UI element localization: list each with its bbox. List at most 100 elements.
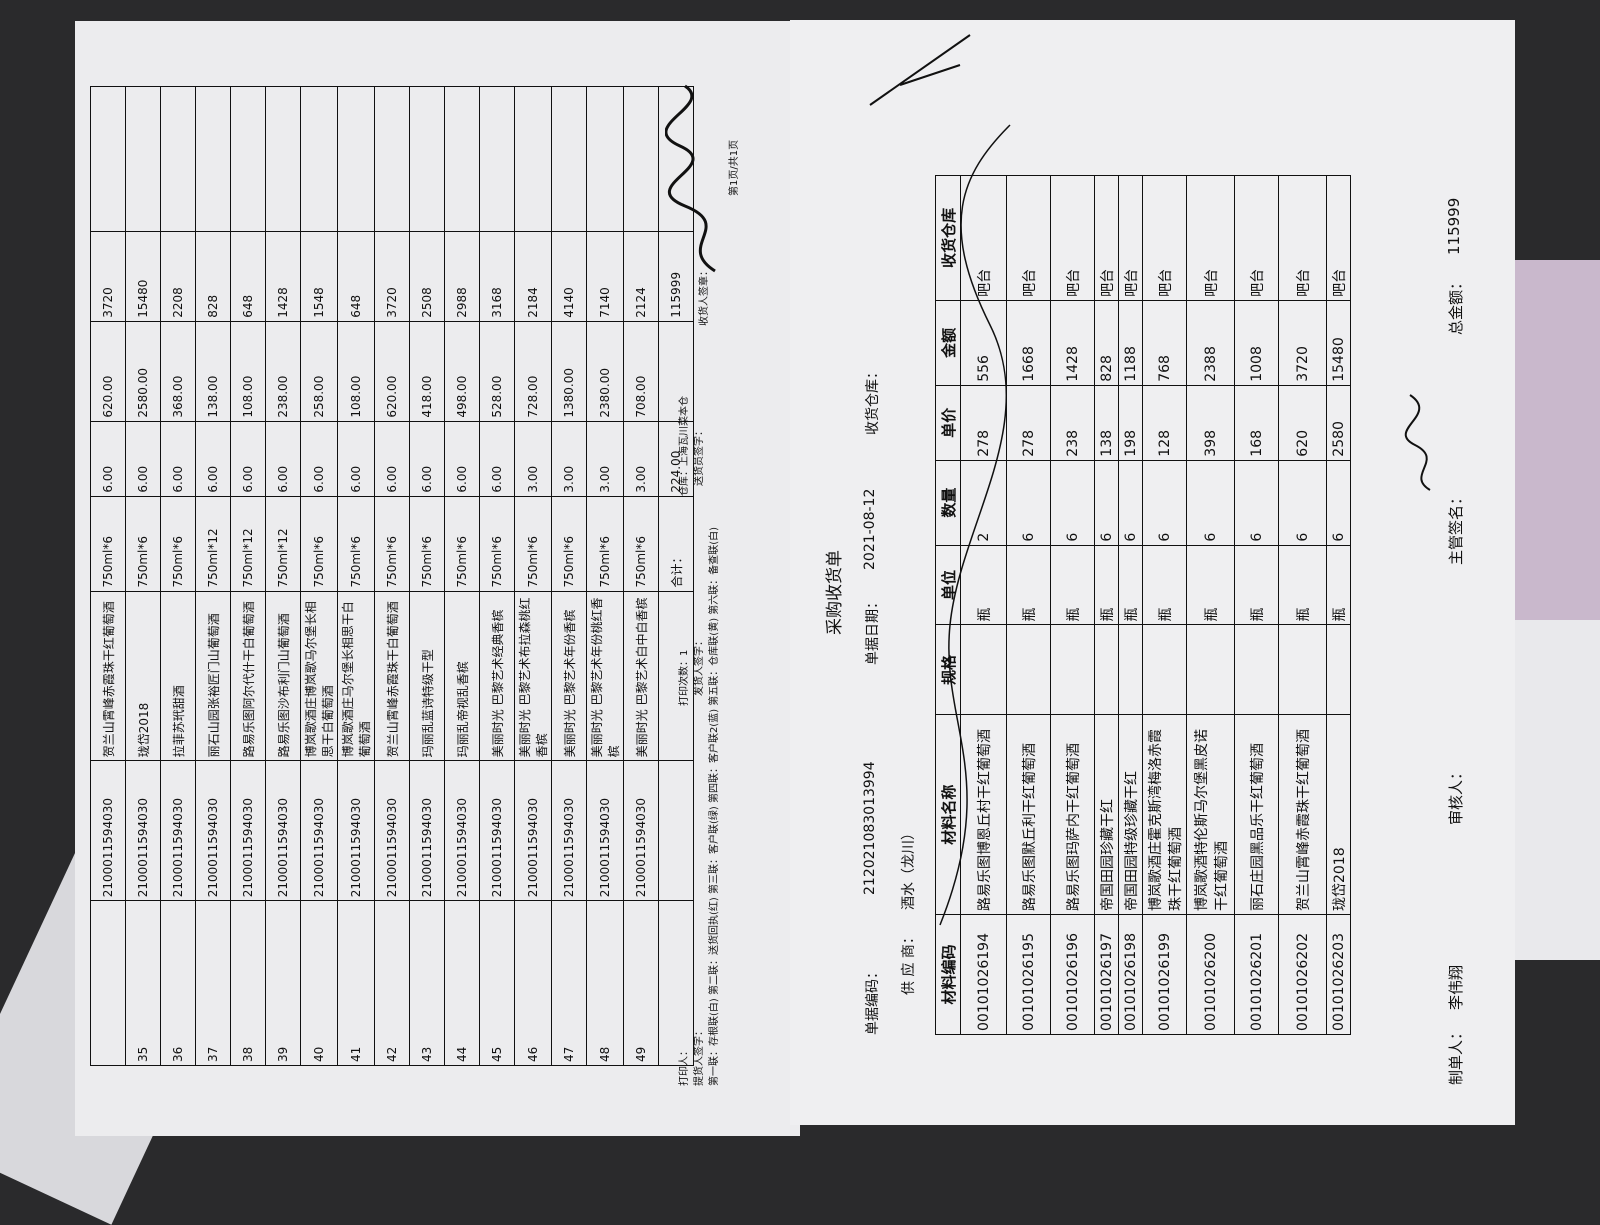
- item-price: 138.00: [195, 321, 231, 422]
- receipt-cell: 帝国田园珍藏干红: [1094, 714, 1119, 915]
- item-name: 丽石山园张裕匠门山葡萄酒: [195, 591, 231, 761]
- item-qty: 6.00: [337, 421, 375, 497]
- item-price: 620.00: [374, 321, 410, 422]
- item-qty: 3.00: [551, 421, 587, 497]
- blank-cell: [125, 86, 161, 232]
- item-price: 2580.00: [125, 321, 161, 422]
- item-amount: 1428: [265, 231, 301, 322]
- receipt-cell: 3720: [1278, 300, 1327, 386]
- printer-label: 打印人：: [679, 1046, 690, 1086]
- receipt-cell: 吧台: [1118, 175, 1143, 301]
- row-number: [90, 900, 126, 1066]
- item-amount: 2988: [444, 231, 480, 322]
- item-qty: 6.00: [300, 421, 338, 497]
- receipt-cell: 瓶: [1050, 545, 1095, 625]
- receipt-cell: 丽石庄园黑品乐干红葡萄酒: [1234, 714, 1279, 915]
- item-code: 2100011594030: [409, 760, 445, 901]
- receipt-cell: 128: [1142, 385, 1187, 461]
- item-amount: 3720: [374, 231, 410, 322]
- receipt-cell: 6: [1234, 460, 1279, 546]
- delivery-row: 42 2100011594030 贺兰山霄峰赤霞珠干白葡萄酒 750ml*6 6.00 6…: [374, 86, 410, 1066]
- item-qty: 6.00: [265, 421, 301, 497]
- item-name: 美丽时光 巴黎艺术年份桃红香槟: [586, 591, 624, 761]
- receipt-cell: [1234, 624, 1279, 715]
- delivery-row: 47 2100011594030 美丽时光 巴黎艺术年份香槟 750ml*6 3.00 1…: [551, 86, 587, 1066]
- item-code: 2100011594030: [90, 760, 126, 901]
- item-name: 路易乐图沙布利门山葡萄酒: [265, 591, 301, 761]
- receipt-cell: 168: [1234, 385, 1279, 461]
- receipt-cell: 1008: [1234, 300, 1279, 386]
- item-price: 620.00: [90, 321, 126, 422]
- item-name: 珑岱2018: [125, 591, 161, 761]
- blank-cell: [623, 86, 659, 232]
- delivery-table: 2100011594030 贺兰山霄峰赤霞珠干红葡萄酒 750ml*6 6.00 620…: [90, 86, 694, 1066]
- item-qty: 6.00: [409, 421, 445, 497]
- item-price: 368.00: [160, 321, 196, 422]
- receipt-cell: 博岚歌酒庄霍克斯湾梅洛赤霞珠干红葡萄酒: [1142, 714, 1187, 915]
- delivery-row: 44 2100011594030 玛丽乱帝视乱香槟 750ml*6 6.00 498.00…: [444, 86, 480, 1066]
- item-spec: 750ml*6: [337, 496, 375, 592]
- receipt-cell: 00101026200: [1186, 914, 1235, 1035]
- total-label: 总金额：: [1447, 274, 1465, 335]
- row-number: 37: [195, 900, 231, 1066]
- item-code: 2100011594030: [623, 760, 659, 901]
- blank-cell: [479, 86, 515, 232]
- receipt-cell: [1142, 624, 1187, 715]
- receipt-cell: [1050, 624, 1095, 715]
- receipt-cell: 00101026197: [1094, 914, 1119, 1035]
- item-amount: 3720: [90, 231, 126, 322]
- receipt-row: 00101026198 帝国田园特级珍藏干红 瓶 6 198 1188 吧台: [1118, 175, 1143, 1035]
- maker-label: 制单人：: [1447, 1024, 1465, 1085]
- receipt-row: 00101026203 珑岱2018 瓶 6 2580 15480 吧台: [1326, 175, 1351, 1035]
- item-name: 美丽时光 巴黎艺术年份香槟: [551, 591, 587, 761]
- delivery-row: 45 2100011594030 美丽时光 巴黎艺术经典香槟 750ml*6 6.00 5…: [479, 86, 515, 1066]
- receipt-cell: 00101026199: [1142, 914, 1187, 1035]
- item-spec: 750ml*6: [125, 496, 161, 592]
- item-code: 2100011594030: [479, 760, 515, 901]
- receipt-cell: 620: [1278, 385, 1327, 461]
- blank-cell: [90, 86, 126, 232]
- item-price: 108.00: [337, 321, 375, 422]
- blank-cell: [195, 86, 231, 232]
- delivery-row: 2100011594030 贺兰山霄峰赤霞珠干红葡萄酒 750ml*6 6.00 620…: [90, 86, 126, 1066]
- receipt-cell: 吧台: [1094, 175, 1119, 301]
- receipt-cell: 瓶: [1186, 545, 1235, 625]
- receipt-cell: 6: [1094, 460, 1119, 546]
- blank-cell: [444, 86, 480, 232]
- delivery-row: 43 2100011594030 玛丽乱蓝诗特级干型 750ml*6 6.00 418.0…: [409, 86, 445, 1066]
- blank-cell: [586, 86, 624, 232]
- receipt-cell: 6: [1278, 460, 1327, 546]
- item-spec: 750ml*6: [409, 496, 445, 592]
- item-code: 2100011594030: [444, 760, 480, 901]
- receipt-cell: 198: [1118, 385, 1143, 461]
- item-name: 拉菲苏玳甜酒: [160, 591, 196, 761]
- row-number: 41: [337, 900, 375, 1066]
- item-code: 2100011594030: [551, 760, 587, 901]
- receipt-cell: 00101026196: [1050, 914, 1095, 1035]
- item-spec: 750ml*6: [586, 496, 624, 592]
- delivery-row: 37 2100011594030 丽石山园张裕匠门山葡萄酒 750ml*12 6.00 1…: [195, 86, 231, 1066]
- receipt-cell: 138: [1094, 385, 1119, 461]
- blank-cell: [230, 86, 266, 232]
- delivery-note: 2100011594030 贺兰山霄峰赤霞珠干红葡萄酒 750ml*6 6.00 620…: [75, 21, 800, 1136]
- item-spec: 750ml*12: [195, 496, 231, 592]
- receipt-cell: 2580: [1326, 385, 1351, 461]
- item-qty: 3.00: [623, 421, 659, 497]
- row-number: 48: [586, 900, 624, 1066]
- item-name: 玛丽乱蓝诗特级干型: [409, 591, 445, 761]
- item-price: 108.00: [230, 321, 266, 422]
- receipt-cell: 吧台: [1142, 175, 1187, 301]
- courier-sign-label: 送货员签字：: [694, 426, 705, 486]
- item-amount: 2124: [623, 231, 659, 322]
- handwritten-signature: [665, 84, 716, 273]
- item-amount: 3168: [479, 231, 515, 322]
- receipt-cell: 00101026203: [1326, 914, 1351, 1035]
- receipt-cell: 398: [1186, 385, 1235, 461]
- receipt-cell: 238: [1050, 385, 1095, 461]
- item-amount: 4140: [551, 231, 587, 322]
- row-number: 44: [444, 900, 480, 1066]
- item-spec: 750ml*12: [230, 496, 266, 592]
- blank-cell: [160, 86, 196, 232]
- item-qty: 6.00: [230, 421, 266, 497]
- print-count-label: 打印次数：1: [679, 649, 690, 706]
